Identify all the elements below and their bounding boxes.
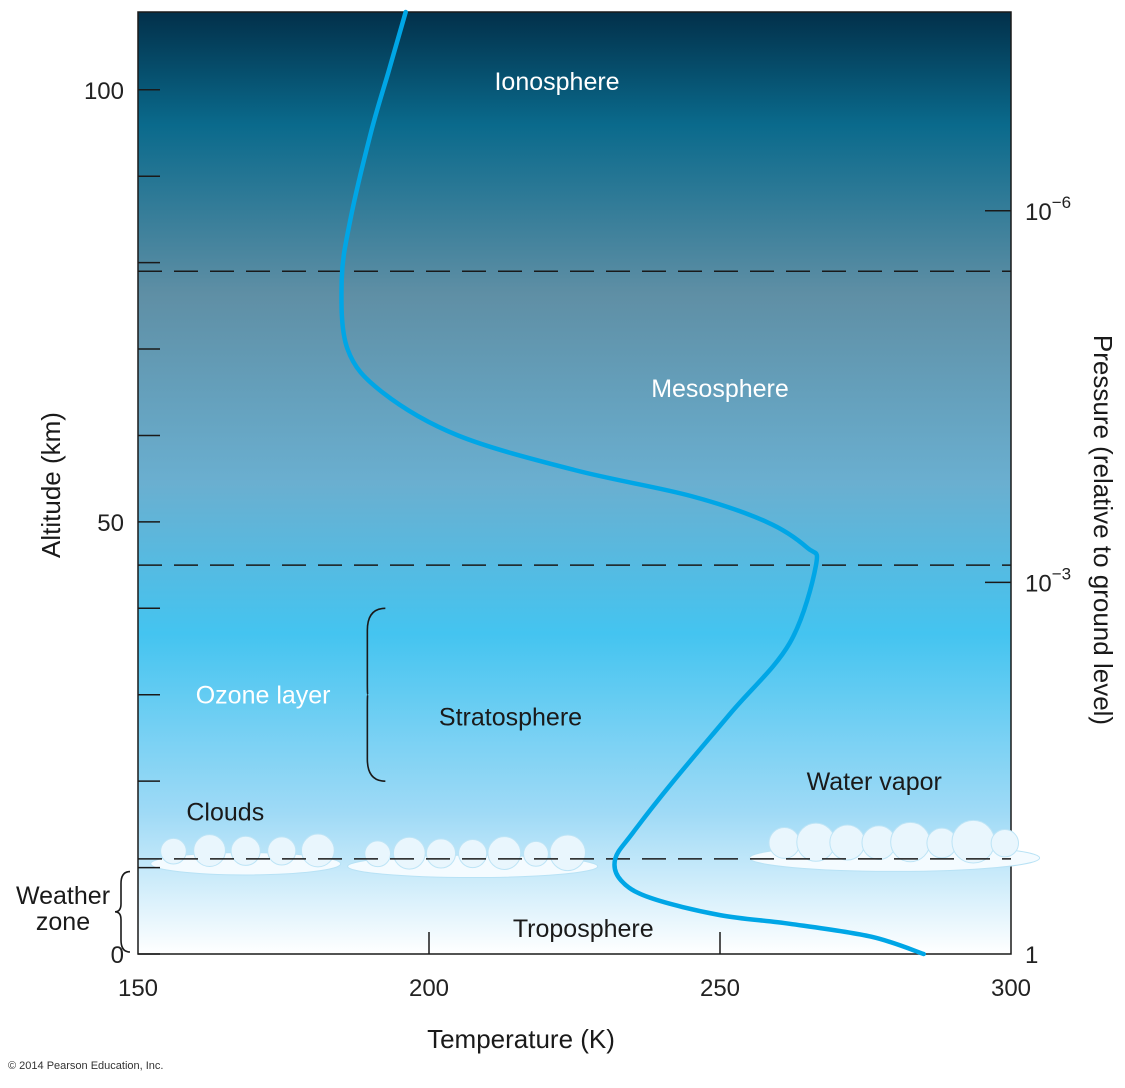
- region-labels: Ionosphere Mesosphere Stratosphere Troposph…: [186, 68, 941, 943]
- cloud-middle: [347, 834, 599, 879]
- y-axis-title: Altitude (km): [36, 412, 66, 558]
- region-label: Troposphere: [513, 915, 654, 943]
- axis-tick-labels: 0 50 100 150 200 250 300 10−6 10−3 1: [84, 78, 1071, 1002]
- pressure-tick-label: 10−6: [1025, 193, 1071, 226]
- region-label: Ionosphere: [494, 68, 619, 96]
- y-tick-label: 50: [97, 510, 124, 537]
- cloud-puff: [300, 833, 335, 868]
- cloud-puff: [768, 826, 801, 859]
- cloud-puff: [160, 837, 187, 865]
- x-tick-label: 250: [700, 975, 740, 1002]
- cloud-puff: [990, 829, 1019, 858]
- cloud-puff: [392, 836, 426, 870]
- plot-background: [138, 12, 1011, 954]
- cloud-puff: [549, 834, 586, 872]
- y-tick-label: 100: [84, 78, 124, 105]
- cloud-puff: [951, 819, 996, 864]
- region-label: Water vapor: [807, 768, 942, 796]
- weather-zone-label-line1: Weather: [16, 882, 110, 910]
- cloud-left: [150, 833, 342, 876]
- clouds-group: [150, 819, 1041, 879]
- ozone-brace: [366, 607, 386, 782]
- cloud-puff: [267, 836, 297, 866]
- x-tick-label: 300: [991, 975, 1031, 1002]
- cloud-puff: [487, 836, 522, 870]
- cloud-puff: [364, 840, 392, 868]
- temperature-curve-group: [339, 9, 926, 957]
- axis-ticks: [138, 89, 1011, 955]
- cloud-puff: [193, 834, 226, 867]
- y-tick-label: 0: [111, 942, 124, 969]
- cloud-puff: [230, 835, 261, 866]
- layer-boundaries: [138, 270, 1011, 860]
- region-label: Mesosphere: [651, 375, 789, 403]
- cloud-puff: [523, 840, 549, 867]
- copyright-notice: © 2014 Pearson Education, Inc.: [8, 1060, 164, 1072]
- pressure-tick-label: 10−3: [1025, 564, 1071, 597]
- region-label: Ozone layer: [196, 682, 331, 710]
- x-tick-label: 200: [409, 975, 449, 1002]
- plot-frame: [137, 11, 1012, 955]
- cloud-puff: [890, 821, 931, 863]
- weather-zone-brace: [114, 870, 131, 953]
- temperature-curve: [339, 9, 926, 957]
- region-label: Stratosphere: [439, 703, 582, 731]
- cloud-right: [749, 819, 1041, 872]
- cloud-puff: [829, 824, 866, 861]
- x-axis-title: Temperature (K): [427, 1024, 615, 1054]
- y2-axis-title: Pressure (relative to ground level): [1088, 335, 1118, 725]
- weather-zone-label-line2: zone: [36, 908, 90, 936]
- region-label: Clouds: [186, 798, 264, 826]
- pressure-tick-label: 1: [1025, 942, 1038, 969]
- cloud-puff: [458, 838, 488, 869]
- cloud-puff: [425, 838, 457, 869]
- cloud-puff: [796, 822, 836, 862]
- x-tick-label: 150: [118, 975, 158, 1002]
